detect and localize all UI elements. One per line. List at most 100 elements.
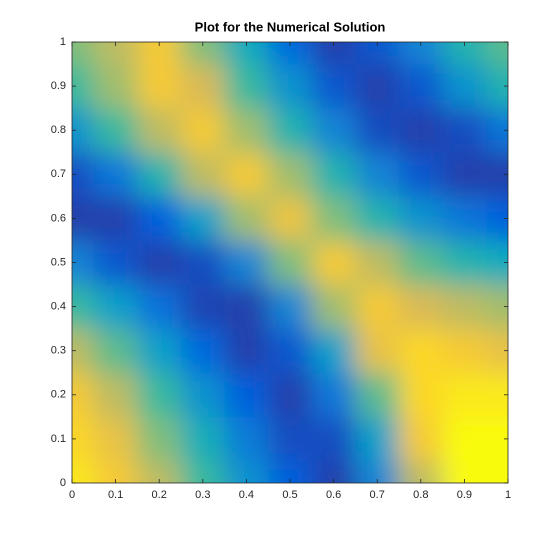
contour-cell xyxy=(442,460,487,483)
contour-cell xyxy=(311,196,356,241)
contour-cell xyxy=(311,328,356,374)
contour-cell xyxy=(442,42,487,65)
contour-cell xyxy=(399,64,444,109)
y-tick-label: 0.9 xyxy=(51,80,66,92)
contour-cell xyxy=(442,64,487,109)
contour-cell xyxy=(268,372,313,418)
contour-cell xyxy=(181,372,226,418)
x-tick-label: 0.7 xyxy=(370,489,385,501)
contour-cell xyxy=(442,284,487,330)
contour-cell xyxy=(268,42,313,65)
contour-cell xyxy=(93,42,138,65)
contour-cell xyxy=(355,284,400,330)
contour-cell xyxy=(268,152,313,197)
contour-cell xyxy=(486,240,508,286)
contour-cell xyxy=(93,240,138,286)
x-tick-label: 0.1 xyxy=(108,489,123,501)
contour-cell xyxy=(72,284,95,330)
contour-cell xyxy=(93,416,138,462)
contour-cell xyxy=(181,460,226,483)
x-tick-label: 0 xyxy=(69,489,75,501)
contour-cell xyxy=(268,328,313,374)
contour-cell xyxy=(399,460,444,483)
contour-cell xyxy=(181,240,226,286)
contour-cell xyxy=(355,240,400,286)
contour-cell xyxy=(442,372,487,418)
contour-cell xyxy=(486,152,508,197)
y-tick-label: 0.1 xyxy=(51,433,66,445)
contour-cell xyxy=(93,284,138,330)
chart-title: Plot for the Numerical Solution xyxy=(195,19,386,34)
contour-cell xyxy=(399,372,444,418)
x-tick-label: 0.3 xyxy=(195,489,210,501)
x-tick-label: 0.8 xyxy=(413,489,428,501)
contour-cell xyxy=(137,460,182,483)
contour-cell xyxy=(311,460,356,483)
contour-cell xyxy=(72,152,95,197)
contour-cell xyxy=(442,240,487,286)
contour-cell xyxy=(72,328,95,374)
contour-cell xyxy=(224,284,269,330)
contour-cell xyxy=(224,328,269,374)
x-tick-label: 0.5 xyxy=(282,489,297,501)
x-tick-label: 0.9 xyxy=(457,489,472,501)
contour-cell xyxy=(355,372,400,418)
y-tick-label: 0.8 xyxy=(51,124,66,136)
contour-cell xyxy=(442,108,487,153)
contour-cell xyxy=(399,416,444,462)
contour-cell xyxy=(355,328,400,374)
contour-cell xyxy=(268,416,313,462)
contour-cell xyxy=(181,152,226,197)
contour-cell xyxy=(224,416,269,462)
contour-cell xyxy=(311,64,356,109)
contour-cell xyxy=(137,240,182,286)
y-tick-label: 0.3 xyxy=(51,345,66,357)
contour-cell xyxy=(93,152,138,197)
contour-cell xyxy=(181,196,226,241)
contour-cell xyxy=(72,416,95,462)
contour-cell xyxy=(486,416,508,462)
contour-cell xyxy=(311,42,356,65)
contour-cell xyxy=(442,416,487,462)
contour-cell xyxy=(93,460,138,483)
x-tick-label: 0.4 xyxy=(239,489,254,501)
y-tick-label: 1 xyxy=(60,36,66,48)
contour-cell xyxy=(399,328,444,374)
x-tick-label: 1 xyxy=(505,489,511,501)
axes: 0 0.1 0.2 0.3 0.4 0.5 0.6 0.7 0.8 0.9 1 0 0.1 0.2 0.3 0… xyxy=(51,36,511,501)
contour-cell xyxy=(72,460,95,483)
contour-cell xyxy=(93,196,138,241)
contour-cell xyxy=(93,64,138,109)
contour-cell xyxy=(355,42,400,65)
contour-cell xyxy=(137,284,182,330)
x-tick-label: 0.2 xyxy=(152,489,167,501)
contour-cell xyxy=(399,196,444,241)
contour-cell xyxy=(399,284,444,330)
contour-cell xyxy=(137,64,182,109)
y-tick-label: 0 xyxy=(60,477,66,489)
contour-cell xyxy=(486,108,508,153)
contour-cell xyxy=(72,64,95,109)
contour-cell xyxy=(355,196,400,241)
contour-cell xyxy=(486,372,508,418)
contour-cell xyxy=(181,284,226,330)
contour-cell xyxy=(311,416,356,462)
contour-cell xyxy=(311,240,356,286)
contour-cell xyxy=(268,108,313,153)
contour-cell xyxy=(224,460,269,483)
contour-cell xyxy=(224,152,269,197)
contour-cell xyxy=(137,42,182,65)
y-tick-label: 0.2 xyxy=(51,389,66,401)
contour-cell xyxy=(72,108,95,153)
contour-cell xyxy=(137,328,182,374)
contour-cell xyxy=(72,196,95,241)
contour-cell xyxy=(486,196,508,241)
contour-cell xyxy=(137,108,182,153)
contour-cell xyxy=(399,152,444,197)
contour-cell xyxy=(355,64,400,109)
contour-cell xyxy=(72,42,95,65)
contour-cell xyxy=(137,416,182,462)
contour-field xyxy=(72,42,508,483)
contour-cell xyxy=(442,152,487,197)
contour-cell xyxy=(137,196,182,241)
